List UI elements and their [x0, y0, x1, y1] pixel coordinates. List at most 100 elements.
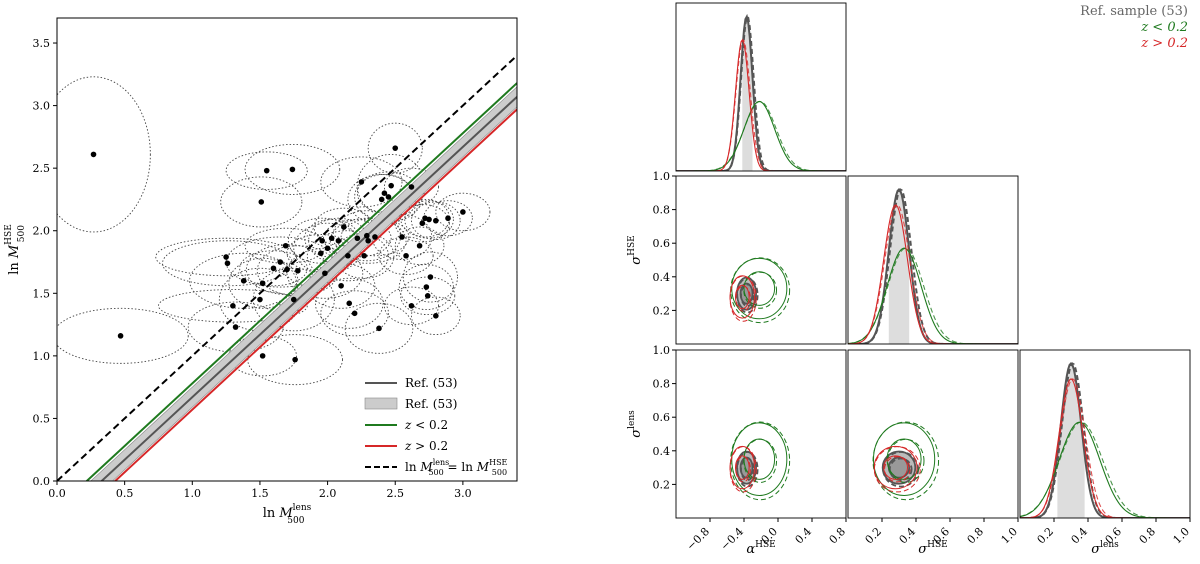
- legend-label-part-0: ln: [405, 460, 420, 474]
- corner-x-tick-label: −0.4: [718, 525, 746, 553]
- data-point-20: [318, 250, 324, 257]
- corner-x-tick-label: 0.4: [1069, 525, 1091, 547]
- line-2: [113, 108, 517, 481]
- corner-ylabel-sigma-hse-base: σ: [629, 255, 644, 265]
- data-point-41: [388, 182, 394, 189]
- contour-2-1-1: [729, 446, 757, 493]
- line-0: [100, 96, 517, 481]
- x-tick-label-2: 1.0: [184, 487, 202, 500]
- panel-inner-0-0: [676, 13, 846, 171]
- contour-2-0-1: [735, 456, 751, 483]
- legend-label-part-1: M: [419, 460, 433, 474]
- legend-z-high: z > 0.2: [1141, 36, 1188, 51]
- corner-xlabel-alpha-sup: HSE: [755, 540, 776, 550]
- contour-0-0-1: [740, 283, 755, 307]
- corner-legend: Ref. sample (53) z < 0.2 z > 0.2: [1080, 4, 1188, 52]
- x-tick-label-0: 0.0: [48, 487, 66, 500]
- y-axis-label-ln: ln: [7, 258, 22, 275]
- contour-1-0-1: [887, 438, 925, 483]
- x-axis-label: ln Mlens 500: [263, 503, 312, 526]
- contour-0-1-1: [882, 451, 920, 488]
- legend-label-part-3: 500: [428, 468, 443, 477]
- error-ellipse-6: [189, 252, 299, 309]
- legend-z-low: z < 0.2: [1141, 20, 1188, 35]
- panel-frame: [847, 175, 1019, 345]
- corner-x-tick-label: −0.8: [684, 525, 712, 553]
- error-ellipse-14: [244, 227, 327, 264]
- data-point-16: [289, 166, 296, 173]
- corner-x-tick-label: 0.8: [1137, 525, 1159, 547]
- legend-label-part-5: M: [476, 460, 490, 474]
- legend-swatch-1: [364, 397, 398, 410]
- corner-ylabel-sigma-lens-base: σ: [629, 428, 644, 438]
- legend-label-1: Ref. (53): [405, 397, 457, 411]
- error-ellipse-29: [314, 277, 384, 329]
- corner-y-tick-label: 0.6: [653, 411, 671, 424]
- contour-2-0-1: [735, 285, 751, 312]
- error-ellipse-11: [225, 151, 308, 190]
- corner-xlabel-sigma-lens: σlens: [1091, 540, 1119, 557]
- legend-label-2: z < 0.2: [404, 418, 448, 432]
- error-ellipse-48: [394, 204, 450, 243]
- corner-x-tick-label: 0.4: [897, 525, 919, 547]
- data-point-22: [322, 270, 328, 277]
- contour-fill-inner-0: [888, 457, 910, 478]
- contour-2-0-1: [884, 456, 911, 483]
- data-point-45: [408, 184, 415, 190]
- error-ellipse-50: [398, 264, 454, 311]
- error-ellipse-21: [287, 217, 357, 264]
- ref-band: [90, 86, 517, 481]
- corner-plot: 0.2 0.4 0.6 0.8 1.0 0.2 0.4 0.6 0.8 1.0 −0.8 −0.4 0.…: [627, 2, 1192, 557]
- data-point-24: [328, 235, 335, 242]
- data-point-5: [232, 324, 239, 330]
- data-point-37: [376, 325, 382, 332]
- data-point-47: [416, 242, 423, 249]
- panel-inner-2-2: [1020, 361, 1190, 518]
- contour-0-1-1: [736, 451, 759, 488]
- panel-0-0: [675, 2, 847, 172]
- data-point-35: [365, 237, 371, 244]
- corner-xlabel-sigma-hse: σHSE: [918, 540, 947, 557]
- y-tick-label-1: 0.5: [33, 412, 51, 425]
- mass-scatter-plot: 0.0 0.5 1.0 1.5 2.0 2.5 3.0 0.0 0.5 1.0 1.5 2.0 2.5 3…: [4, 17, 518, 526]
- error-ellipse-22: [286, 247, 364, 299]
- panel-1-0: [675, 175, 847, 345]
- corner-xlabel-alpha-base: α: [746, 542, 755, 557]
- data-point-23: [324, 245, 331, 252]
- contour-2-1-1: [729, 275, 757, 322]
- line-1: [85, 82, 517, 481]
- panel-1-1: [847, 175, 1019, 345]
- error-ellipse-10: [228, 335, 297, 377]
- corner-xlabel-sigma-lens-sup: lens: [1100, 540, 1119, 550]
- x-axis-label-sub: 500: [287, 516, 304, 526]
- data-point-42: [392, 145, 399, 151]
- data-point-57: [460, 209, 466, 215]
- data-point-12: [270, 265, 277, 272]
- contour-1-0-1: [743, 438, 778, 483]
- corner-y-tick-label: 0.6: [653, 237, 671, 250]
- data-point-46: [408, 303, 415, 309]
- data-point-39: [381, 190, 388, 196]
- legend-label-part-6: HSE: [489, 458, 507, 467]
- corner-y-tick-label: 0.4: [653, 271, 671, 284]
- panel-2-2: [1019, 349, 1191, 519]
- x-tick-label-4: 2.0: [319, 487, 337, 500]
- error-ellipse-52: [404, 200, 454, 239]
- error-ellipse-56: [423, 200, 473, 237]
- y-tick-label-2: 1.0: [33, 350, 51, 363]
- data-point-2: [223, 254, 229, 260]
- y-tick-label-7: 3.5: [33, 37, 51, 50]
- corner-ylabel-sigma-lens-sup: lens: [627, 410, 637, 429]
- data-point-11: [263, 167, 270, 174]
- data-point-21: [319, 237, 325, 244]
- data-point-54: [433, 313, 439, 319]
- corner-y-tick-label: 0.8: [653, 378, 671, 391]
- panel-2-1: [847, 349, 1019, 519]
- error-ellipse-37: [344, 302, 414, 354]
- x-tick-label-6: 3.0: [454, 487, 472, 500]
- data-point-13: [277, 259, 284, 265]
- y-tick-label-3: 1.5: [33, 287, 51, 300]
- error-ellipse-44: [378, 236, 434, 275]
- data-point-14: [282, 242, 289, 249]
- panel-frame: [847, 349, 1019, 519]
